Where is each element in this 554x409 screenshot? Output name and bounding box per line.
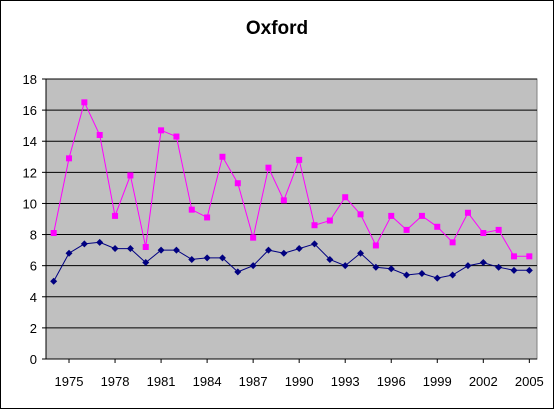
series-1-point: [526, 253, 533, 260]
series-1-point: [250, 234, 257, 241]
series-1-point: [495, 226, 502, 233]
x-tick-label-1984: 1984: [193, 374, 222, 389]
series-2-point: [525, 266, 533, 274]
series-1-point: [342, 194, 349, 201]
series-2-point: [264, 246, 272, 254]
series-1-point: [50, 230, 57, 236]
series-1-point: [388, 212, 395, 219]
series-2-point: [372, 263, 380, 271]
series-2-point: [495, 263, 503, 271]
series-1-point: [204, 214, 211, 221]
series-2-point: [449, 271, 457, 279]
series-2-point: [295, 245, 303, 253]
series-1-point: [158, 127, 165, 134]
series-2-point: [172, 246, 180, 254]
x-tick-labels: 1975 1978 1981 1984 1987 1990 1993 1996 1999 2002…: [55, 374, 544, 389]
x-tick-label-1981: 1981: [147, 374, 176, 389]
x-tick-label-1987: 1987: [239, 374, 268, 389]
series-2-point: [218, 254, 226, 262]
series-1-point: [357, 211, 364, 218]
series-1-point: [434, 223, 441, 230]
series-1-point: [311, 222, 318, 229]
y-tick-label-2: 2: [30, 321, 37, 336]
plot-area: [45, 78, 538, 360]
series-2-point: [65, 249, 73, 257]
series-1-point: [81, 99, 88, 106]
series-2-point: [418, 269, 426, 277]
series-2-point: [357, 249, 365, 257]
x-tick-label-2002: 2002: [469, 374, 498, 389]
series-1-point: [96, 132, 103, 138]
series-1-point: [464, 209, 471, 216]
series-1-point: [234, 180, 241, 187]
series-2-point: [157, 246, 165, 254]
series-2-point: [479, 259, 487, 267]
y-tick-label-10: 10: [23, 196, 37, 211]
series-1-point: [112, 212, 119, 219]
series-2-point: [510, 266, 518, 274]
series-2-point: [280, 249, 288, 257]
series-2-point: [126, 245, 134, 253]
gridlines: [46, 78, 537, 329]
series-2-point: [111, 245, 119, 253]
series-2-point: [142, 259, 150, 267]
series-2-point: [433, 274, 441, 282]
series-layer: [50, 99, 533, 285]
series-1-point: [403, 226, 410, 233]
x-tick-label-2005: 2005: [515, 374, 544, 389]
series-1-point: [127, 172, 134, 179]
series-1-point: [188, 206, 195, 213]
x-tick-label-1978: 1978: [101, 374, 130, 389]
series-1-point: [280, 197, 287, 204]
series-2-point: [80, 240, 88, 248]
y-tick-label-8: 8: [30, 228, 37, 243]
series-1-point: [265, 164, 272, 171]
series-2-point: [387, 265, 395, 273]
x-tick-label-1990: 1990: [285, 374, 314, 389]
x-tick-label-1993: 1993: [331, 374, 360, 389]
series-1-point: [142, 244, 149, 250]
series-2-point: [249, 262, 257, 270]
y-tick-labels: 0 2 4 6 8 10 12 14 16 18: [23, 72, 37, 367]
series-1-point: [66, 155, 73, 162]
series-2-point: [311, 240, 319, 248]
series-2-point: [341, 262, 349, 270]
series-1-point: [510, 253, 517, 260]
axes: [42, 78, 537, 363]
series-2-point: [234, 268, 242, 276]
series-1-point: [372, 242, 379, 249]
chart-title: Oxford: [245, 18, 309, 39]
series-2-point: [403, 271, 411, 279]
x-tick-label-1996: 1996: [377, 374, 406, 389]
series-1-point: [173, 133, 180, 140]
y-tick-label-16: 16: [23, 103, 37, 118]
y-tick-label-18: 18: [23, 72, 37, 87]
series-1-point: [326, 217, 333, 224]
series-2-point: [188, 255, 196, 263]
series-1-point: [449, 239, 456, 246]
series-1-point: [219, 153, 226, 160]
y-tick-label-12: 12: [23, 165, 37, 180]
series-2-point: [96, 238, 104, 246]
series-2-point: [50, 277, 58, 285]
x-tick-label-1975: 1975: [55, 374, 84, 389]
x-tick-label-1999: 1999: [423, 374, 452, 389]
series-1-point: [296, 156, 303, 163]
series-2-point: [203, 254, 211, 262]
y-tick-label-4: 4: [30, 290, 37, 305]
series-2-point: [326, 255, 334, 263]
series-2-point: [464, 262, 472, 270]
series-1-point: [418, 212, 425, 219]
y-tick-label-6: 6: [30, 259, 37, 274]
series-1-point: [480, 230, 487, 236]
y-tick-label-14: 14: [23, 134, 37, 149]
y-tick-label-0: 0: [30, 352, 37, 367]
